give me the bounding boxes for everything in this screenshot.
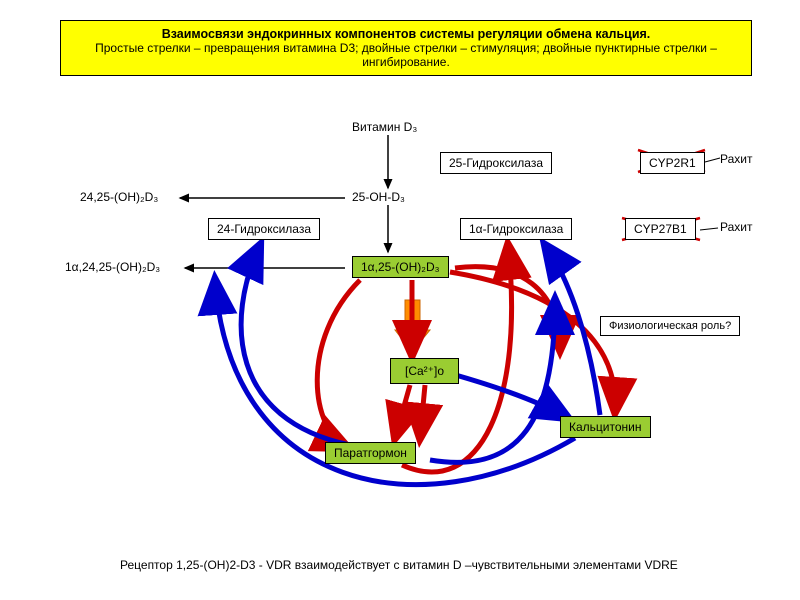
node-parathormon: Паратгормон — [325, 442, 416, 464]
node-vitd3: Витамин D₃ — [352, 120, 417, 134]
node-1a2425: 1α,24,25-(OH)₂D₃ — [65, 260, 160, 274]
title-line1: Взаимосвязи эндокринных компонентов сист… — [71, 27, 741, 41]
node-1ahydrox: 1α-Гидроксилаза — [460, 218, 572, 240]
arrows-layer — [0, 0, 800, 600]
node-cyp27b1: CYP27B1 — [625, 218, 696, 240]
label-rakhit2: Рахит — [720, 220, 752, 234]
node-24hydrox: 24-Гидроксилаза — [208, 218, 320, 240]
title-box: Взаимосвязи эндокринных компонентов сист… — [60, 20, 752, 76]
title-line2: Простые стрелки – превращения витамина D… — [71, 41, 741, 69]
node-1a25: 1α,25-(OH)₂D₃ — [352, 256, 449, 278]
node-cyp2r1: CYP2R1 — [640, 152, 705, 174]
node-2425: 24,25-(OH)₂D₃ — [80, 190, 158, 204]
node-ca2: [Ca²⁺]o — [390, 358, 459, 384]
label-rakhit1: Рахит — [720, 152, 752, 166]
node-25ohd3: 25-OH-D₃ — [352, 190, 405, 204]
node-calcitonin: Кальцитонин — [560, 416, 651, 438]
node-25hydrox: 25-Гидроксилаза — [440, 152, 552, 174]
node-physrole: Физиологическая роль? — [600, 316, 740, 336]
footer-text: Рецептор 1,25-(OH)2-D3 - VDR взаимодейст… — [120, 558, 678, 572]
